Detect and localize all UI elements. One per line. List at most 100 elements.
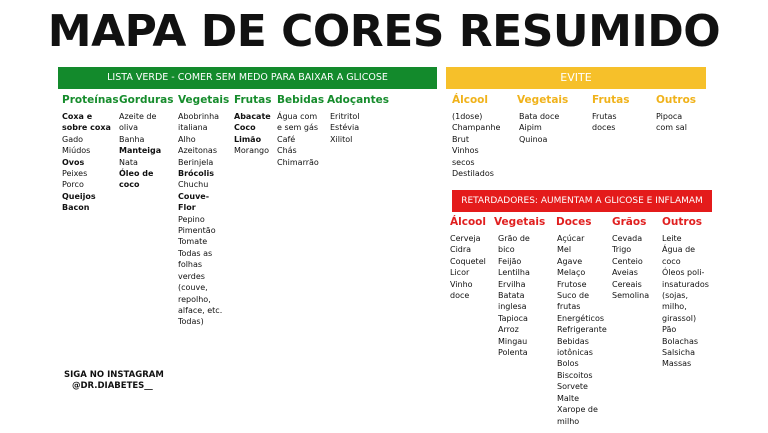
list-item: repolho, (178, 294, 211, 304)
list-item: Banha (119, 134, 145, 144)
column-heading: Gorduras (119, 94, 174, 106)
list-item: Chás (277, 146, 297, 156)
red-column-doces: Doces Açúcar Mel Agave Melaço Frutose Su… (556, 216, 607, 427)
list-item: Lentilha (498, 268, 530, 278)
column-heading: Álcool (452, 94, 488, 106)
list-item: Pão (662, 325, 677, 335)
list-item: folhas (178, 260, 203, 270)
list-item: Biscoitos (557, 370, 593, 380)
instagram-handle: @DR.DIABETES__ (72, 381, 153, 391)
list-item: Coquetel (450, 256, 486, 266)
list-item: Azeite de (119, 112, 157, 121)
list-item: Miúdos (62, 146, 91, 156)
list-item: doce (450, 291, 470, 301)
list-item: Manteiga (119, 146, 162, 156)
column-heading: Outros (656, 94, 697, 106)
column-heading: Vegetais (517, 94, 569, 106)
green-column-vegetais: Vegetais Abobrinha italiana Alho Azeiton… (178, 94, 229, 328)
list-item: Alho (178, 134, 196, 144)
list-item: Champanhe (452, 123, 501, 133)
evite-column-vegetais: Vegetais Bata doce Aipim Quinoa (517, 94, 568, 145)
list-item: Massas (662, 359, 692, 369)
list-item: Nata (119, 157, 138, 167)
list-item: Destilados (452, 169, 494, 179)
list-item: Mingau (498, 336, 528, 346)
list-item: Ovos (62, 157, 85, 167)
green-column-bebidas: Bebidas Água com e sem gás Café Chás Chi… (277, 94, 324, 168)
list-item: Aipim (519, 123, 542, 133)
list-item: Vinhos (452, 146, 479, 156)
list-item: Ervilha (498, 279, 526, 289)
list-item: Bolachas (662, 336, 699, 346)
list-item: Limão (234, 134, 262, 144)
list-item: Pipoca (656, 112, 683, 121)
list-item: Melaço (557, 268, 586, 278)
column-heading: Álcool (450, 216, 486, 228)
column-heading: Grãos (612, 216, 647, 228)
list-item: Porco (62, 180, 84, 190)
list-item: Refrigerante (557, 325, 607, 335)
list-item: italiana (178, 123, 208, 133)
list-item: Couve- (178, 191, 210, 201)
list-item: Mel (557, 245, 572, 255)
list-item: girassol) (662, 313, 697, 323)
list-item: Brócolis (178, 169, 215, 179)
list-item: Pepino (178, 214, 205, 224)
list-item: (couve, (178, 283, 208, 293)
list-item: bico (498, 245, 515, 255)
list-item: Quinoa (519, 134, 548, 144)
list-item: secos (452, 157, 475, 167)
list-item: Cevada (612, 234, 643, 243)
list-item: Polenta (498, 348, 528, 358)
list-item: Xarope de (557, 405, 598, 415)
list-item: (sojas, (662, 291, 689, 301)
list-item: doces (592, 123, 616, 133)
list-item: Todas as (178, 248, 213, 258)
list-item: Chimarrão (277, 157, 319, 167)
list-item: Cerveja (450, 234, 481, 243)
list-item: e sem gás (277, 123, 319, 133)
list-item: sobre coxa (62, 123, 111, 133)
list-item: verdes (178, 271, 205, 281)
list-item: Centeio (612, 256, 643, 266)
evite-banner: EVITE (446, 67, 706, 89)
list-item: Vinho (450, 279, 473, 289)
red-column-outros: Outros Leite Água de coco Óleos poli- in… (662, 216, 709, 370)
list-item: Azeitonas (178, 146, 217, 156)
list-item: Água de (662, 245, 696, 255)
retardadores-banner: RETARDADORES: AUMENTAM A GLICOSE E INFLA… (452, 190, 712, 212)
list-item: Coco (234, 123, 256, 133)
red-column-vegetais: Vegetais Grão de bico Feijão Lentilha Er… (494, 216, 545, 358)
red-column-graos: Grãos Cevada Trigo Centeio Aveias Cereai… (612, 216, 649, 301)
list-item: Peixes (62, 169, 88, 179)
list-item: (1dose) (452, 112, 483, 121)
list-item: Berinjela (178, 157, 214, 167)
column-heading: Frutas (592, 94, 630, 106)
list-item: Óleos poli- (662, 268, 705, 278)
evite-column-frutas: Frutas Frutas doces (592, 94, 630, 134)
list-item: Tomate (178, 237, 208, 247)
list-item: Semolina (612, 291, 650, 301)
instagram-cta: SIGA NO INSTAGRAM (64, 370, 164, 380)
column-heading: Frutas (234, 94, 272, 106)
list-item: Pimentão (178, 226, 216, 236)
green-column-adocantes: Adoçantes Eritritol Estévia Xilitol (327, 94, 389, 145)
list-item: milho (557, 416, 580, 426)
page-title: MAPA DE CORES RESUMIDO (47, 6, 721, 57)
list-item: Bolos (557, 359, 579, 369)
list-item: Flor (178, 203, 196, 213)
list-item: Arroz (498, 325, 519, 335)
column-heading: Vegetais (178, 94, 230, 106)
list-item: Chuchu (178, 180, 209, 190)
list-item: Estévia (330, 123, 360, 133)
column-heading: Proteínas (62, 94, 119, 106)
list-item: iotônicas (557, 348, 593, 358)
list-item: Gado (62, 134, 84, 144)
list-item: Cereais (612, 279, 642, 289)
red-column-alcool: Álcool Cerveja Cidra Coquetel Licor Vinh… (450, 216, 486, 301)
list-item: Água com (277, 112, 318, 121)
list-item: Leite (662, 234, 682, 243)
list-item: Bata doce (519, 112, 560, 121)
list-item: alface, etc. (178, 305, 223, 315)
list-item: insaturados (662, 279, 709, 289)
